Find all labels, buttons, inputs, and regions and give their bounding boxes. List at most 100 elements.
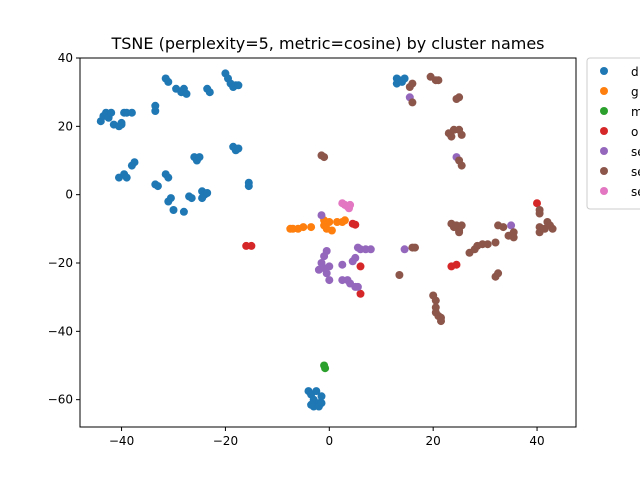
- point-series-0: [312, 387, 321, 396]
- point-series-0: [205, 88, 214, 97]
- legend-marker: [600, 167, 608, 175]
- point-series-0: [317, 392, 326, 401]
- point-series-5: [457, 130, 466, 139]
- y-tick-label: −20: [48, 256, 73, 270]
- legend-marker: [600, 87, 608, 95]
- point-series-4: [338, 260, 347, 269]
- point-series-0: [400, 74, 409, 83]
- point-series-5: [483, 240, 492, 249]
- point-series-0: [307, 400, 316, 409]
- x-tick-label: −20: [213, 434, 238, 448]
- point-series-5: [455, 93, 464, 102]
- point-series-5: [535, 209, 544, 218]
- point-series-5: [405, 83, 414, 91]
- point-series-4: [325, 262, 334, 271]
- legend-label: d: [631, 65, 639, 79]
- y-tick-label: 40: [58, 51, 73, 65]
- point-series-5: [457, 161, 466, 170]
- x-tick-label: −40: [109, 434, 134, 448]
- y-tick-label: −40: [48, 324, 73, 338]
- point-series-5: [494, 269, 503, 278]
- point-series-4: [322, 269, 331, 278]
- point-series-0: [179, 207, 188, 216]
- point-series-4: [317, 211, 326, 220]
- point-series-0: [234, 81, 243, 90]
- point-series-0: [234, 144, 243, 153]
- x-tick-label: 20: [426, 434, 441, 448]
- legend-label: o: [631, 125, 638, 139]
- point-series-0: [164, 77, 173, 86]
- x-tick-label: 0: [325, 434, 333, 448]
- point-series-5: [457, 221, 466, 230]
- point-series-5: [395, 271, 404, 279]
- point-series-4: [351, 253, 360, 262]
- legend-label: g: [631, 85, 639, 99]
- point-series-2: [321, 364, 330, 373]
- legend-marker: [600, 67, 608, 75]
- legend-marker: [600, 147, 608, 155]
- point-series-5: [447, 132, 456, 141]
- point-series-3: [356, 289, 365, 298]
- point-series-1: [327, 226, 336, 235]
- point-series-5: [408, 98, 417, 107]
- point-series-0: [151, 101, 160, 110]
- point-series-6: [346, 200, 355, 209]
- point-series-3: [356, 262, 365, 271]
- legend-label: se: [631, 165, 640, 179]
- point-series-5: [411, 243, 419, 252]
- point-series-4: [320, 252, 329, 261]
- y-tick-label: 20: [58, 119, 73, 133]
- legend-label: se: [631, 185, 640, 199]
- point-series-0: [122, 173, 131, 182]
- data-points: [96, 69, 557, 411]
- point-series-1: [325, 218, 334, 226]
- point-series-0: [244, 182, 253, 191]
- point-series-1: [299, 223, 308, 232]
- point-series-0: [164, 173, 173, 182]
- point-series-1: [340, 216, 349, 225]
- point-series-5: [509, 228, 518, 237]
- point-series-0: [153, 182, 162, 191]
- point-series-3: [351, 220, 360, 229]
- point-series-4: [366, 245, 375, 254]
- plot-frame: [79, 57, 577, 428]
- point-series-5: [320, 153, 329, 162]
- point-series-5: [548, 224, 557, 233]
- x-tick-label: 40: [529, 434, 544, 448]
- legend-label: se: [631, 145, 640, 159]
- point-series-5: [434, 76, 443, 85]
- point-series-5: [499, 223, 508, 232]
- point-series-0: [130, 158, 139, 167]
- point-series-5: [437, 317, 445, 326]
- point-series-4: [400, 245, 409, 254]
- point-series-4: [507, 221, 516, 230]
- point-series-0: [117, 120, 126, 129]
- point-series-3: [452, 260, 461, 269]
- point-series-3: [247, 241, 256, 250]
- point-series-4: [353, 282, 362, 291]
- y-axis: −60 −40 −20 0 20 40: [48, 51, 80, 407]
- y-tick-label: 0: [65, 188, 73, 202]
- point-series-0: [169, 206, 178, 214]
- chart-title: TSNE (perplexity=5, metric=cosine) by cl…: [110, 34, 544, 53]
- point-series-0: [195, 153, 204, 162]
- point-series-0: [166, 194, 175, 203]
- point-series-5: [455, 228, 464, 237]
- point-series-3: [533, 199, 541, 208]
- point-series-1: [307, 223, 316, 232]
- legend-marker: [600, 107, 608, 115]
- point-series-5: [431, 296, 440, 305]
- point-series-0: [127, 108, 136, 117]
- point-series-4: [325, 276, 334, 285]
- point-series-0: [317, 399, 326, 408]
- x-axis: −40 −20 0 20 40: [109, 427, 545, 448]
- point-series-0: [187, 194, 196, 203]
- point-series-0: [107, 108, 116, 117]
- point-series-0: [203, 189, 212, 197]
- legend-marker: [600, 127, 608, 135]
- legend-label: m: [631, 105, 640, 119]
- y-tick-label: −60: [48, 393, 73, 407]
- point-series-0: [182, 89, 191, 98]
